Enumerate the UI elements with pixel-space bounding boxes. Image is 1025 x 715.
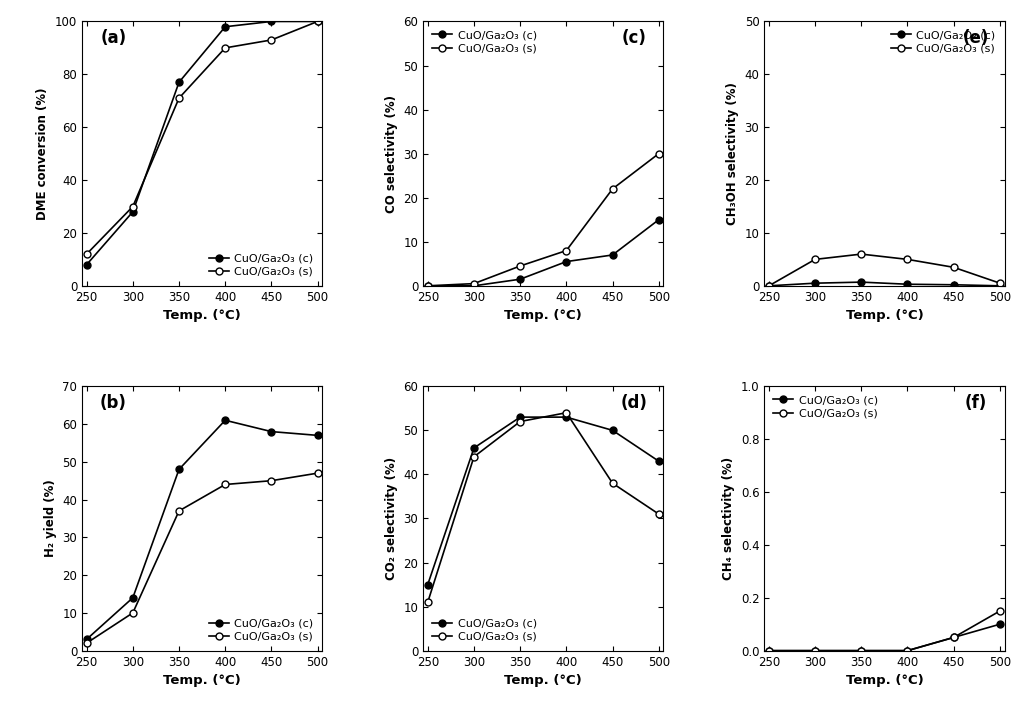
Y-axis label: CO₂ selectivity (%): CO₂ selectivity (%)	[384, 457, 398, 580]
X-axis label: Temp. (°C): Temp. (°C)	[846, 309, 924, 322]
Text: (b): (b)	[99, 394, 127, 413]
X-axis label: Temp. (°C): Temp. (°C)	[163, 309, 241, 322]
Text: (d): (d)	[621, 394, 648, 413]
Legend: CuO/Ga₂O₃ (c), CuO/Ga₂O₃ (s): CuO/Ga₂O₃ (c), CuO/Ga₂O₃ (s)	[205, 250, 317, 280]
X-axis label: Temp. (°C): Temp. (°C)	[163, 674, 241, 687]
Text: (c): (c)	[622, 29, 647, 47]
Legend: CuO/Ga₂O₃ (c), CuO/Ga₂O₃ (s): CuO/Ga₂O₃ (c), CuO/Ga₂O₃ (s)	[205, 615, 317, 645]
Text: (a): (a)	[100, 29, 126, 47]
X-axis label: Temp. (°C): Temp. (°C)	[846, 674, 924, 687]
X-axis label: Temp. (°C): Temp. (°C)	[504, 674, 582, 687]
Y-axis label: CH₃OH selectivity (%): CH₃OH selectivity (%)	[726, 82, 739, 225]
Y-axis label: DME conversion (%): DME conversion (%)	[36, 87, 49, 220]
Legend: CuO/Ga₂O₃ (c), CuO/Ga₂O₃ (s): CuO/Ga₂O₃ (c), CuO/Ga₂O₃ (s)	[428, 615, 540, 645]
X-axis label: Temp. (°C): Temp. (°C)	[504, 309, 582, 322]
Legend: CuO/Ga₂O₃ (c), CuO/Ga₂O₃ (s): CuO/Ga₂O₃ (c), CuO/Ga₂O₃ (s)	[428, 27, 540, 57]
Text: (e): (e)	[962, 29, 989, 47]
Y-axis label: CO selectivity (%): CO selectivity (%)	[384, 94, 398, 212]
Y-axis label: CH₄ selectivity (%): CH₄ selectivity (%)	[723, 457, 735, 580]
Legend: CuO/Ga₂O₃ (c), CuO/Ga₂O₃ (s): CuO/Ga₂O₃ (c), CuO/Ga₂O₃ (s)	[770, 392, 882, 422]
Legend: CuO/Ga₂O₃ (c), CuO/Ga₂O₃ (s): CuO/Ga₂O₃ (c), CuO/Ga₂O₃ (s)	[888, 27, 999, 57]
Y-axis label: H₂ yield (%): H₂ yield (%)	[44, 480, 56, 557]
Text: (f): (f)	[965, 394, 987, 413]
